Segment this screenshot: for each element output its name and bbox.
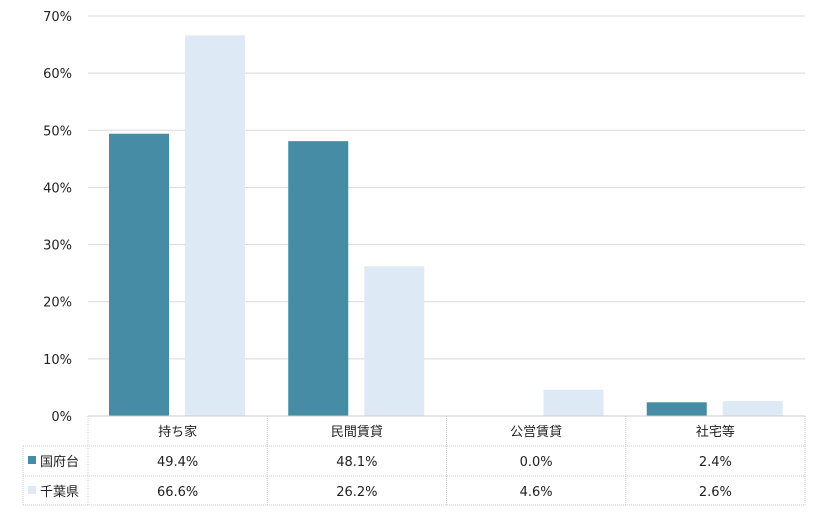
y-tick-label: 0% [51,410,72,425]
category-label: 持ち家 [158,424,197,440]
y-tick-label: 20% [43,296,72,311]
legend-label: 国府台 [40,455,79,470]
bar-chiba [722,401,783,416]
data-label: 4.6% [520,485,553,500]
y-tick-label: 30% [43,239,72,254]
data-label: 2.6% [699,485,732,500]
data-label: 26.2% [336,485,377,500]
bar-chiba [185,35,245,417]
y-tick-label: 50% [43,124,72,139]
data-label: 2.4% [699,455,732,470]
data-label: 0.0% [520,455,553,470]
category-label: 社宅等 [696,424,735,440]
bar-kounodai [288,141,349,416]
bar-chiba [543,389,604,416]
category-label: 民間賃貸 [331,424,383,440]
data-label: 49.4% [157,455,198,470]
data-label: 48.1% [336,455,377,470]
legend-swatch [28,486,36,494]
data-label: 66.6% [157,485,198,500]
y-tick-label: 70% [43,10,72,25]
category-label: 公営賃貸 [510,424,562,440]
y-tick-label: 60% [43,67,72,82]
legend-swatch [28,456,36,464]
bar-chiba [364,266,425,416]
legend-label: 千葉県 [40,485,79,500]
bar-kounodai [646,402,707,416]
bar-kounodai [109,133,169,416]
y-tick-label: 10% [43,353,72,368]
y-tick-label: 40% [43,181,72,196]
